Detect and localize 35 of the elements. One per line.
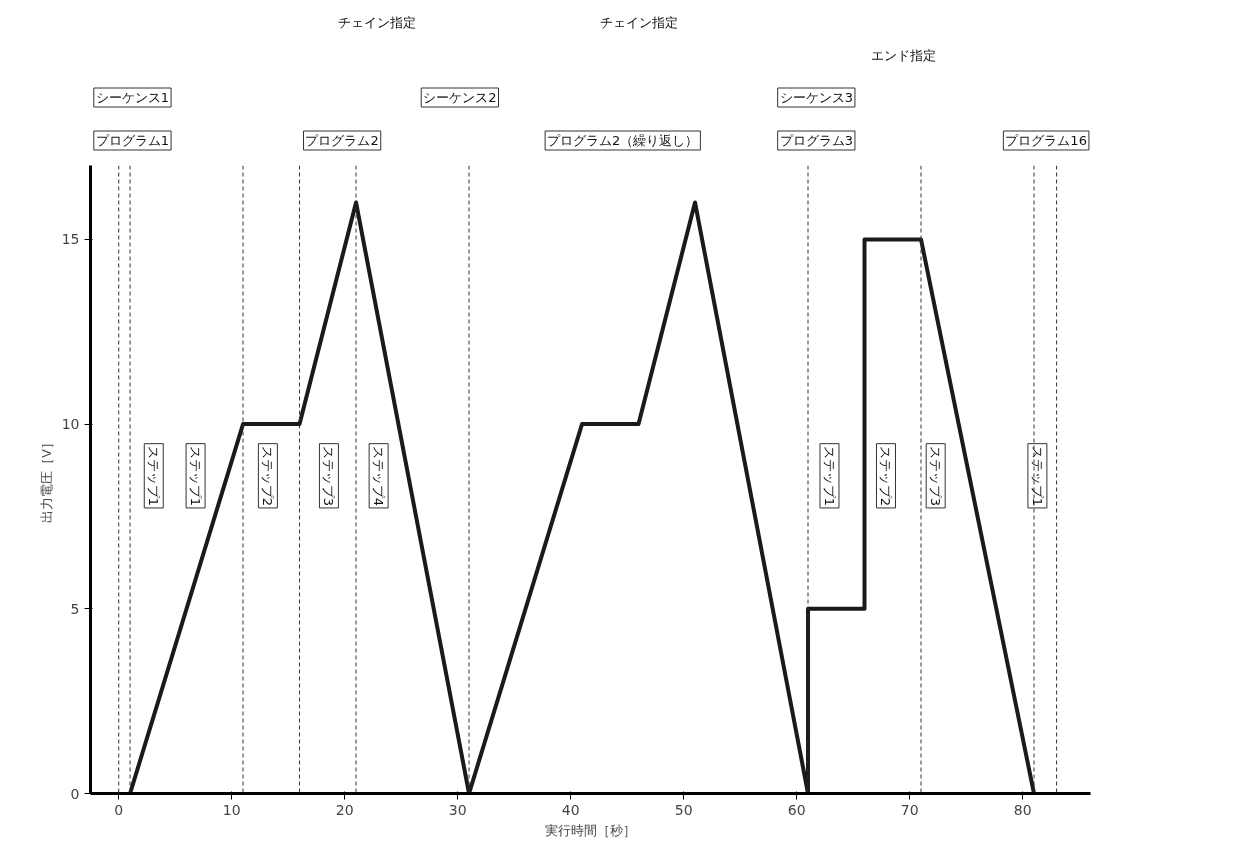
annotation: ステップ1 [1029,445,1045,506]
text: プログラム16 [1005,133,1087,148]
text: シーケンス2 [423,90,497,105]
y-tick-label: 0 [70,785,80,802]
x-tick-label: 80 [1013,801,1032,818]
text: プログラム1 [95,133,170,148]
x-tick-label: 30 [448,801,467,818]
annotation: ステップ1 [821,445,837,506]
text: エンド指定 [870,48,936,63]
text: シーケンス3 [779,90,853,105]
y-tick-label: 15 [61,231,80,248]
text: プログラム2（繰り返し） [547,133,699,148]
x-tick-label: 0 [114,801,124,818]
y-tick-label: 5 [70,600,80,617]
text: チェイン指定 [599,15,678,30]
x-tick-label: 70 [900,801,919,818]
annotation: ステップ1 [146,445,162,506]
y-tick-label: 10 [61,416,80,433]
y-axis-title: 出力電圧［V］ [38,436,54,523]
text: シーケンス1 [95,90,170,105]
text: プログラム3 [779,133,853,148]
x-tick-label: 20 [335,801,354,818]
x-tick-label: 50 [674,801,693,818]
annotation: ステップ3 [321,445,337,506]
annotation: ステップ3 [928,445,944,506]
text: プログラム2 [305,133,379,148]
x-tick-label: 10 [222,801,241,818]
text: チェイン指定 [337,15,416,30]
annotation: ステップ2 [260,445,276,506]
x-tick-label: 40 [561,801,580,818]
x-tick-label: 60 [787,801,806,818]
annotation: ステップ4 [371,445,387,506]
annotation: ステップ2 [878,445,894,506]
annotation: ステップ1 [188,445,204,506]
x-axis-title: 実行時間［秒］ [545,822,636,838]
